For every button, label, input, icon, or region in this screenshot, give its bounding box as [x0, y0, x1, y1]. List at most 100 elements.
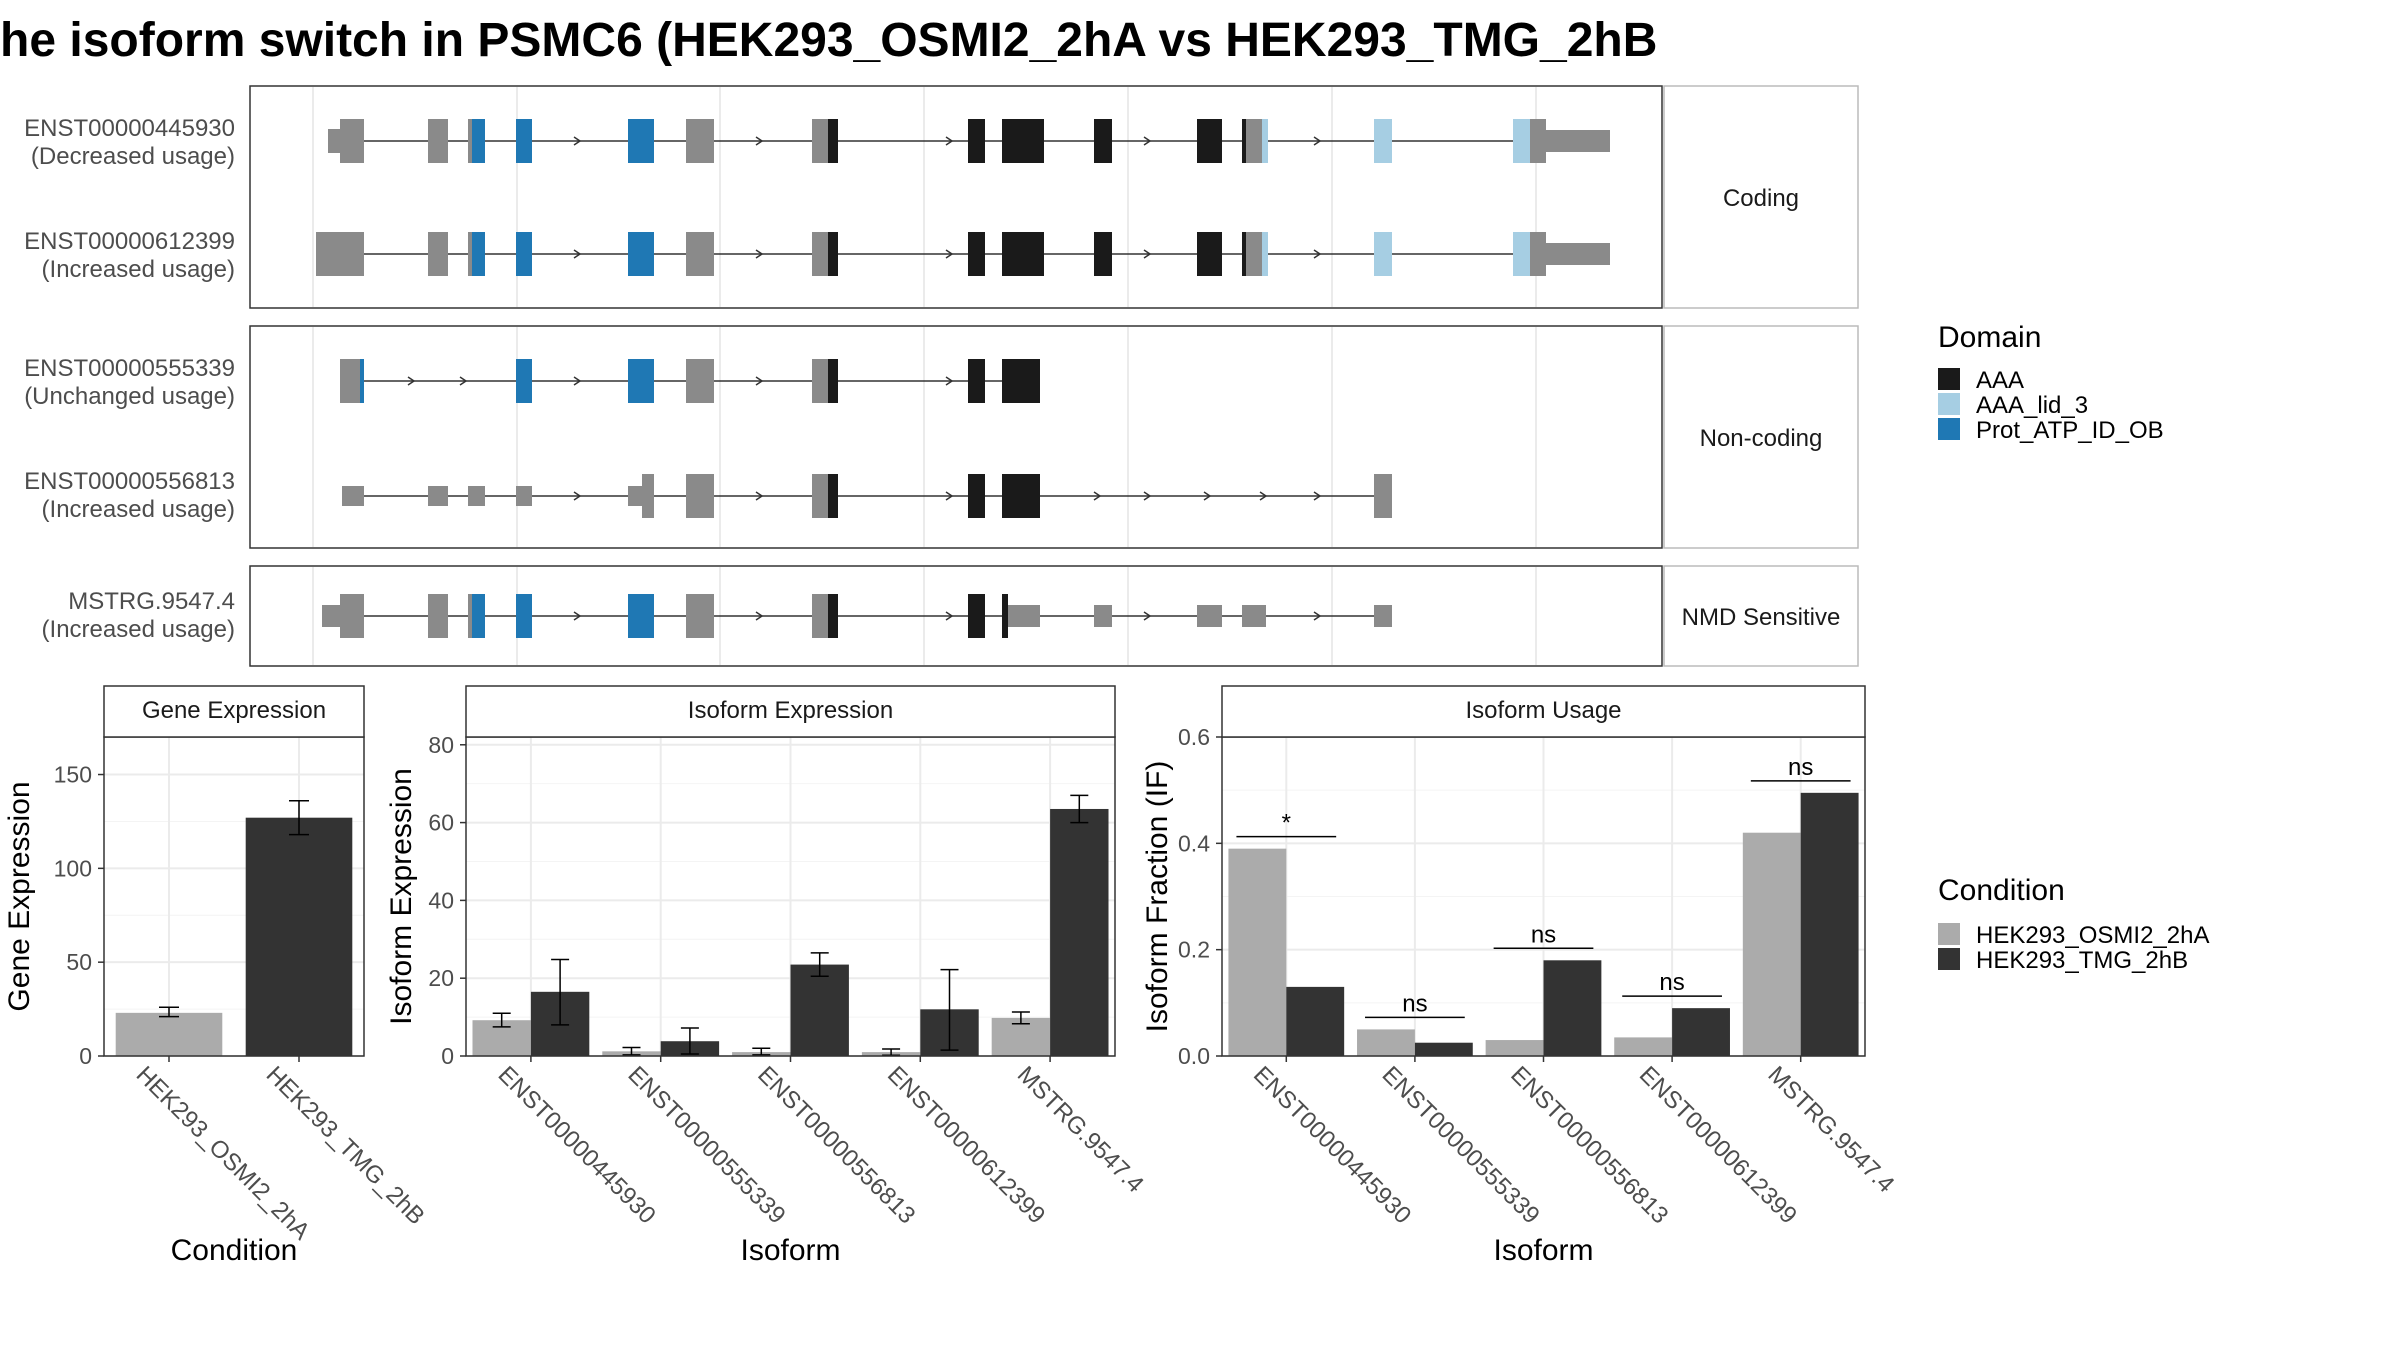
exon-block	[968, 594, 985, 638]
exon-block	[828, 594, 838, 638]
transcript-id-1: ENST00000445930	[24, 115, 235, 142]
exon-block	[342, 486, 364, 506]
exon-block	[1002, 119, 1044, 163]
strand-arrow	[1313, 491, 1322, 501]
strip-label-coding: Coding	[1723, 185, 1799, 212]
exon-block	[1094, 119, 1112, 163]
exon-block	[516, 359, 532, 403]
exon-block	[812, 232, 828, 276]
y-axis-title: Isoform Expression	[385, 768, 418, 1025]
condition-key-osmi2	[1938, 923, 1960, 945]
bar	[1485, 1040, 1544, 1056]
strand-arrow	[573, 376, 582, 386]
exon-block	[686, 119, 690, 163]
exon-block	[1374, 474, 1392, 518]
domain-key-aaa	[1938, 368, 1960, 390]
exon-block	[968, 474, 985, 518]
error-bar	[810, 952, 829, 977]
bar	[1228, 848, 1287, 1056]
strand-arrow	[1203, 491, 1212, 501]
exon-block	[828, 359, 838, 403]
y-tick-label: 0.0	[1178, 1043, 1210, 1069]
transcript-track	[342, 474, 1392, 518]
y-tick-label: 60	[428, 810, 454, 836]
transcript-track	[328, 119, 1610, 163]
exon-block	[812, 359, 828, 403]
structure-panel-coding	[249, 85, 1663, 309]
error-bar	[622, 1046, 641, 1056]
strand-arrow	[573, 249, 582, 259]
condition-label-tmg: HEK293_TMG_2hB	[1976, 947, 2188, 974]
strip-label-noncoding: Non-coding	[1700, 425, 1823, 452]
exon-block	[690, 119, 714, 163]
exon-block	[628, 594, 654, 638]
chart-panel: Isoform Expression020406080ENST000004459…	[385, 685, 1149, 1267]
exon-block	[1374, 119, 1392, 163]
exon-block	[1374, 232, 1392, 276]
exon-block	[1242, 605, 1266, 627]
error-bar	[940, 968, 959, 1051]
exon-block	[316, 232, 364, 276]
strand-arrow	[573, 491, 582, 501]
y-tick-label: 150	[54, 762, 92, 788]
y-tick-label: 40	[428, 887, 454, 913]
x-axis-title: Condition	[171, 1234, 298, 1267]
strand-arrow	[945, 491, 954, 501]
strand-arrow	[755, 491, 764, 501]
exon-block	[1002, 474, 1040, 518]
exon-block	[628, 232, 654, 276]
exon-block	[1002, 359, 1040, 403]
strip-label-nmd: NMD Sensitive	[1682, 604, 1841, 631]
exon-block	[428, 232, 448, 276]
structure-gridlines	[312, 87, 1537, 665]
strand-arrow	[1143, 136, 1152, 146]
bar	[1286, 986, 1345, 1056]
transcript-id-2: ENST00000612399	[24, 228, 235, 255]
strand-arrow	[459, 376, 468, 386]
exon-block	[828, 232, 838, 276]
exon-block	[812, 474, 828, 518]
error-bar	[492, 1012, 511, 1028]
domain-key-aaa-lid-3	[1938, 393, 1960, 415]
error-bar	[289, 800, 309, 836]
exon-block	[322, 605, 340, 627]
exon-block	[468, 594, 472, 638]
significance-label: ns	[1402, 990, 1427, 1017]
exon-block	[1374, 605, 1392, 627]
exon-block	[1530, 232, 1546, 276]
figure-title: he isoform switch in PSMC6 (HEK293_OSMI2…	[0, 14, 1657, 67]
error-bar	[1070, 794, 1089, 824]
exon-block	[428, 594, 448, 638]
strand-arrow	[945, 136, 954, 146]
y-tick-label: 0.2	[1178, 937, 1210, 963]
facet-title: Isoform Usage	[1465, 697, 1621, 724]
exon-block	[1546, 243, 1610, 265]
exon-block	[628, 359, 654, 403]
exon-block	[328, 129, 340, 153]
exon-block	[1546, 130, 1610, 152]
bar	[245, 817, 353, 1056]
y-axis-title: Gene Expression	[3, 781, 36, 1011]
condition-key-tmg	[1938, 948, 1960, 970]
x-tick-label: MSTRG.9547.4	[1762, 1061, 1899, 1198]
exon-block	[516, 119, 532, 163]
exon-block	[1246, 232, 1262, 276]
exon-block	[1094, 605, 1112, 627]
exon-block	[1242, 232, 1246, 276]
y-tick-label: 80	[428, 732, 454, 758]
domain-legend-title: Domain	[1938, 321, 2041, 354]
exon-block	[1002, 232, 1044, 276]
transcript-usage-5: (Increased usage)	[42, 616, 235, 643]
strand-arrow	[1143, 249, 1152, 259]
strip-noncoding	[1663, 325, 1859, 549]
exon-block	[1022, 605, 1040, 627]
exon-block	[1513, 119, 1530, 163]
error-bar	[882, 1048, 901, 1056]
transcript-id-5: MSTRG.9547.4	[68, 588, 235, 615]
exon-block	[1197, 119, 1222, 163]
facet-strip	[465, 685, 1116, 738]
exon-block	[690, 359, 714, 403]
facet-title: Isoform Expression	[688, 697, 893, 724]
exon-block	[472, 232, 485, 276]
